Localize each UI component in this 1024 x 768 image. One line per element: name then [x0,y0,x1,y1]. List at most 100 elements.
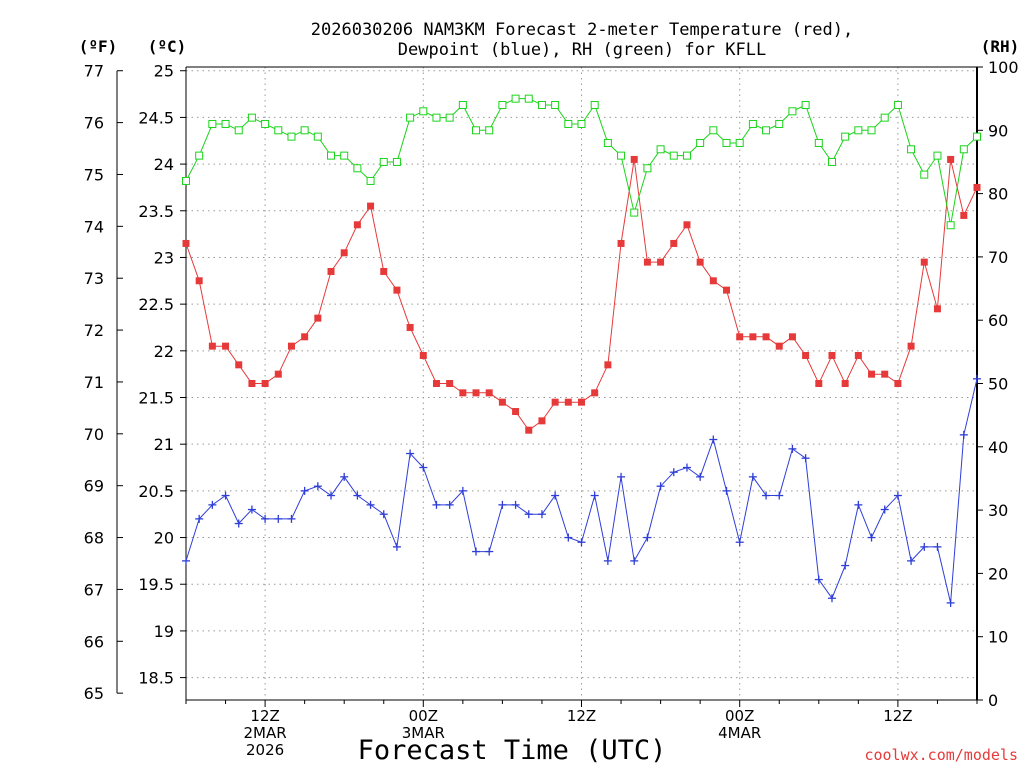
dewpoint-point [762,491,771,500]
dewpoint-point [893,491,902,500]
temperature-point [235,361,243,369]
rh-point [630,208,639,217]
temperature-point [353,221,361,229]
rh-point [432,113,441,122]
temperature-point [736,333,744,341]
rh-point [590,100,599,109]
rh-point [959,145,968,154]
temperature-point [920,258,928,266]
dewpoint-point [801,454,810,463]
temperature-point [525,426,533,434]
rh-point [762,126,771,135]
dewpoint-point [247,505,256,514]
rh-tick-label: 60 [988,311,1008,330]
dewpoint-point [498,500,507,509]
dewpoint-point [933,542,942,551]
rh-point [274,126,283,135]
dewpoint-point [300,486,309,495]
temperature-point [380,267,388,275]
celsius-tick-label: 24.5 [138,108,174,127]
rh-point [524,94,533,103]
celsius-tick-label: 23 [154,248,174,267]
temperature-point [617,239,625,247]
rh-point [709,126,718,135]
temperature-point [208,342,216,350]
temperature-point [604,361,612,369]
dewpoint-point [590,491,599,500]
dewpoint-point [814,575,823,584]
dewpoint-point [511,500,520,509]
temperature-point [683,221,691,229]
dewpoint-point [630,556,639,565]
temperature-point [274,370,282,378]
celsius-tick-label: 23.5 [138,202,174,221]
dewpoint-point [485,547,494,556]
temperature-point [802,351,810,359]
rh-point [208,119,217,128]
rh-point [617,151,626,160]
x-tick-label: 2026 [246,741,284,759]
temperature-point [828,351,836,359]
rh-point [379,157,388,166]
rh-point [907,145,916,154]
fahrenheit-tick-label: 73 [84,269,104,288]
temperature-point [630,155,638,163]
x-tick-label: 00Z [409,707,438,725]
rh-point [537,100,546,109]
temperature-point [538,417,546,425]
temperature-point [314,314,322,322]
temperature-point [551,398,559,406]
rh-tick-label: 90 [988,121,1008,140]
rh-point [551,100,560,109]
temperature-point [591,389,599,397]
temperature-point [367,202,375,210]
temperature-point [578,398,585,406]
fahrenheit-tick-label: 75 [84,165,104,184]
dewpoint-point [458,486,467,495]
rh-tick-label: 100 [988,58,1019,77]
x-tick-label: 2MAR [244,724,287,742]
rh-point [669,151,678,160]
dewpoint-point [696,472,705,481]
dewpoint-point [379,510,388,519]
temperature-point [643,258,651,266]
rh-point [722,138,731,147]
fahrenheit-tick-label: 74 [84,217,104,236]
fahrenheit-tick-label: 71 [84,373,104,392]
dewpoint-point [234,519,243,528]
dewpoint-point [709,435,718,444]
rh-tick-label: 20 [988,564,1008,583]
grid-lines [186,67,977,700]
rh-point [643,164,652,173]
celsius-tick-label: 24 [154,155,174,174]
rh-tick-label: 10 [988,628,1008,647]
dewpoint-point [564,533,573,542]
temperature-point [670,239,678,247]
rh-axis-unit: (RH) [981,37,1020,56]
temperature-point [894,380,902,387]
temperature-point [723,286,731,294]
dewpoint-point [973,374,981,383]
rh-point [867,126,876,135]
fahrenheit-tick-label: 69 [84,477,104,496]
rh-point [854,126,863,135]
x-tick-label: 4MAR [718,724,761,742]
fahrenheit-axis-unit: (ºF) [79,37,118,56]
temperature-point [459,389,467,397]
dewpoint-point [327,491,336,500]
rh-point [445,113,454,122]
dewpoint-point [472,547,481,556]
rh-point [511,94,520,103]
rh-point [472,126,481,135]
temperature-point [947,155,955,163]
dewpoint-point [182,556,190,565]
x-tick-label: 00Z [725,707,754,725]
chart-title-line-2: Dewpoint (blue), RH (green) for KFLL [398,40,766,60]
temperature-point [432,380,440,387]
temperature-point [696,258,704,266]
rh-point [603,138,612,147]
celsius-tick-label: 20.5 [138,482,174,501]
fahrenheit-tick-label: 68 [84,529,104,548]
rh-point [735,138,744,147]
celsius-tick-label: 18.5 [138,669,174,688]
